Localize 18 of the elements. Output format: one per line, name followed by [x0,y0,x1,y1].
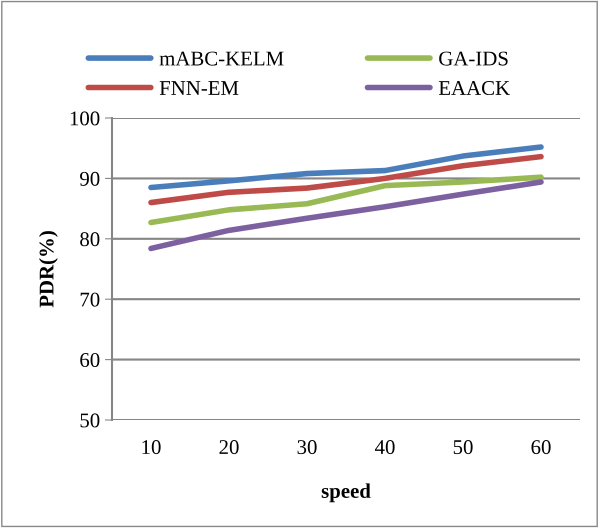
legend-label: EAACK [438,81,510,96]
y-tick-label: 60 [80,352,100,368]
legend-label: mABC-KELM [160,52,284,66]
y-tick-label: 70 [80,292,100,307]
x-tick-label: 50 [454,440,473,454]
x-tick-label: 10 [142,440,161,454]
x-axis-title: speed [322,483,371,502]
legend-label: FNN-EM [160,81,238,95]
y-tick-label: 90 [80,172,100,186]
y-tick-label: 80 [80,232,100,246]
x-tick-label: 40 [374,440,395,454]
y-tick-label: 100 [70,111,100,126]
y-axis-title: PDR(%) [38,231,58,308]
legend-label: GA-IDS [439,52,508,66]
x-tick-label: 30 [298,440,317,454]
x-tick-label: 60 [531,440,551,454]
x-tick-label: 20 [220,440,239,454]
y-tick-label: 50 [80,413,100,428]
